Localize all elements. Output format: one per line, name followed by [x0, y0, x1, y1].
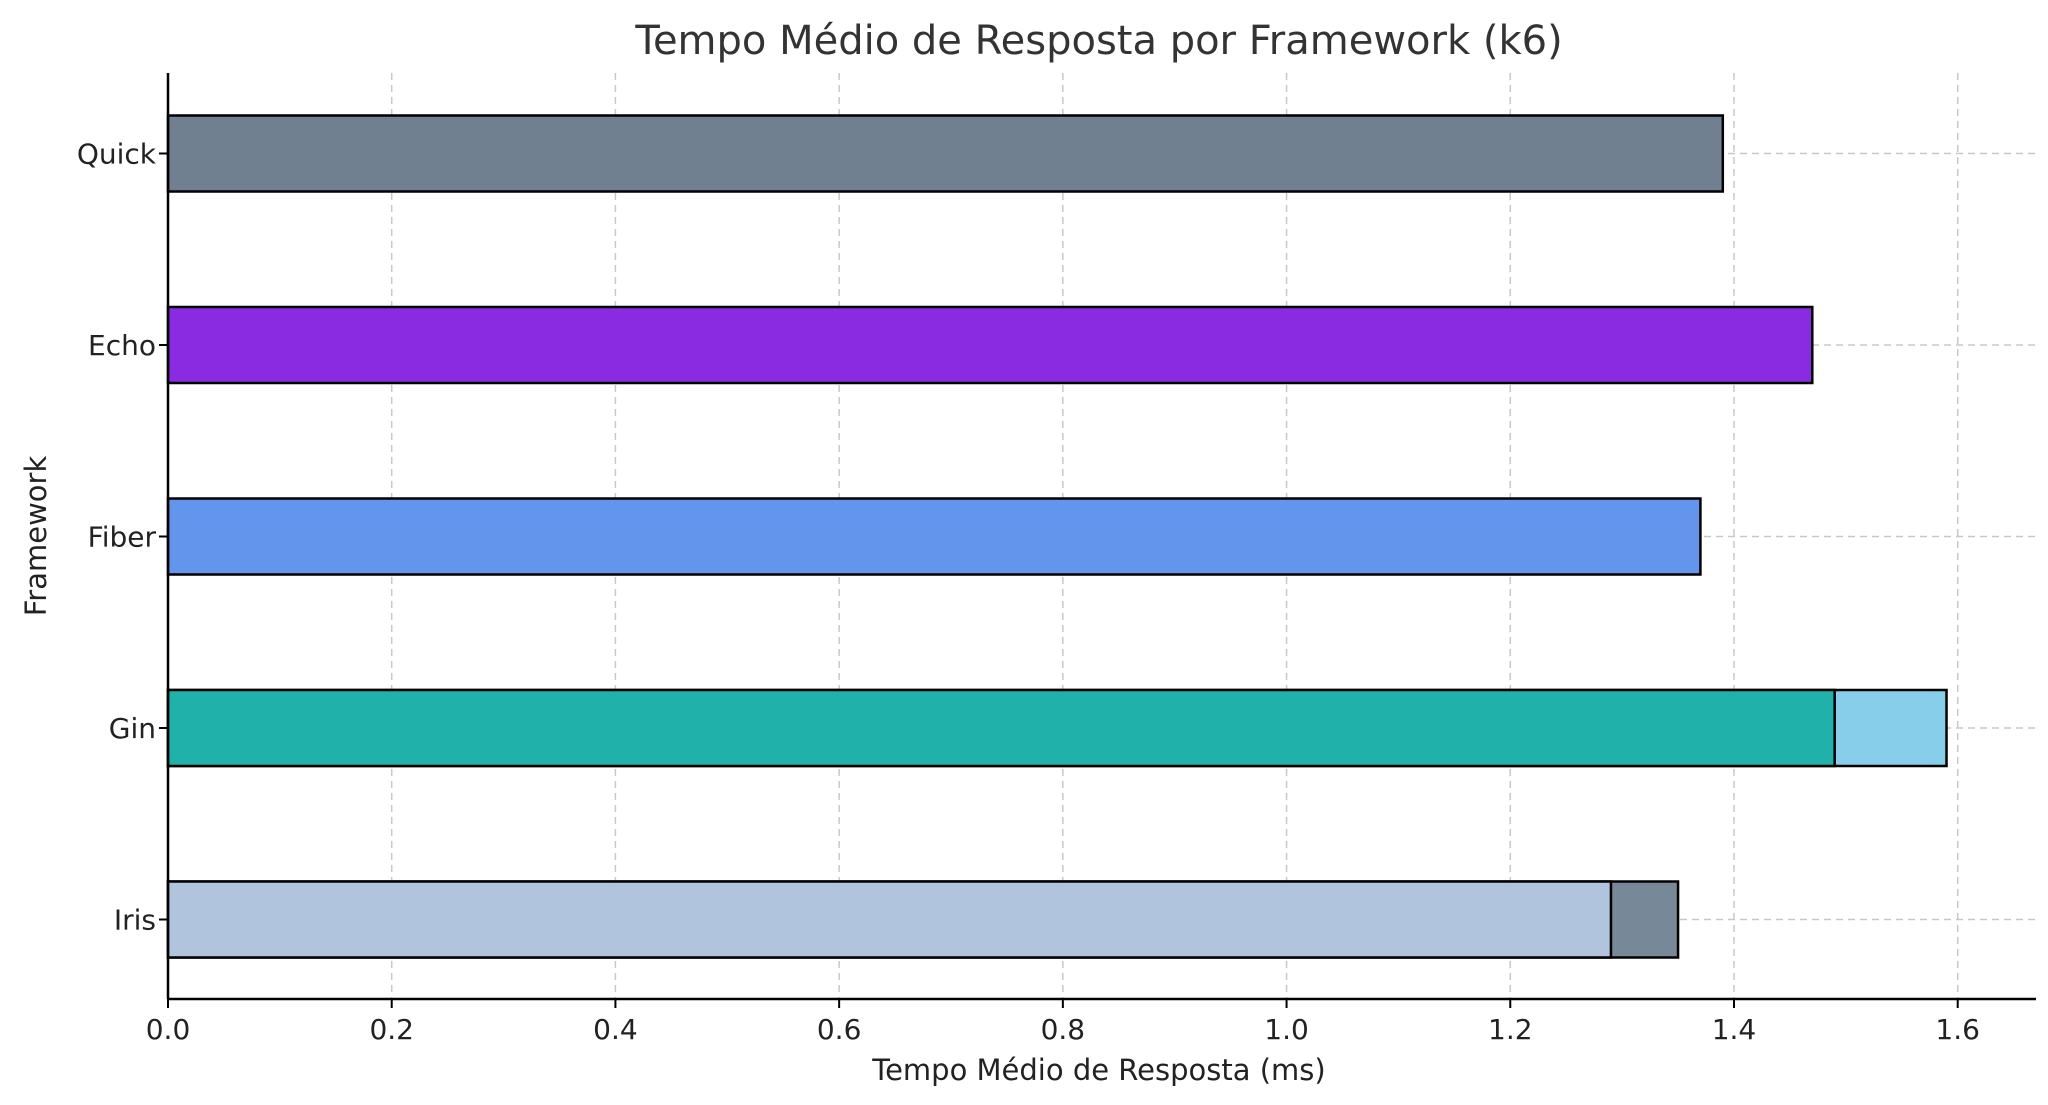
x-tick-label: 0.4 — [593, 1013, 638, 1046]
x-tick-label: 1.2 — [1488, 1013, 1533, 1046]
x-tick-label: 0.8 — [1041, 1013, 1086, 1046]
x-tick-label: 1.0 — [1264, 1013, 1309, 1046]
x-tick-label: 1.4 — [1712, 1013, 1757, 1046]
y-tick-label: Fiber — [88, 521, 157, 554]
bars — [166, 114, 1948, 959]
chart-title: Tempo Médio de Resposta por Framework (k… — [634, 18, 1562, 64]
bar-quick — [166, 114, 1725, 193]
x-tick-label: 0.2 — [369, 1013, 414, 1046]
ticks: 0.0 0.2 0.4 0.6 0.8 1.0 1.2 1.4 1.6 Quick Echo Fibe… — [77, 138, 1980, 1047]
bar-fiber — [166, 497, 1702, 576]
y-axis-label: Framework — [19, 456, 53, 617]
x-tick-label: 0.0 — [146, 1013, 191, 1046]
y-tick-label: Echo — [88, 329, 156, 362]
x-axis-label: Tempo Médio de Resposta (ms) — [871, 1053, 1325, 1087]
bar-iris — [166, 880, 1613, 959]
x-tick-label: 1.6 — [1935, 1013, 1980, 1046]
x-tick-label: 0.6 — [817, 1013, 862, 1046]
bar-echo — [166, 305, 1814, 385]
y-tick-label: Iris — [114, 904, 156, 937]
y-tick-label: Quick — [77, 138, 157, 171]
bar-gin — [166, 688, 1836, 768]
y-tick-label: Gin — [109, 712, 156, 745]
